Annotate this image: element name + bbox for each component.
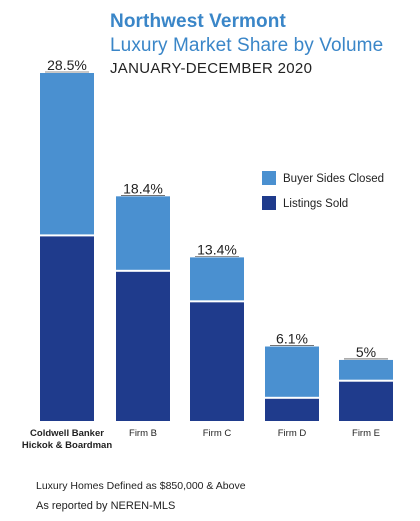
legend-label-1: Listings Sold <box>283 198 348 210</box>
bar-separator-2 <box>190 300 244 303</box>
chart-title-line2: Luxury Market Share by Volume <box>110 35 384 56</box>
bar-separator-0 <box>40 234 94 237</box>
legend-swatch-0 <box>262 171 276 185</box>
data-label-total-2: 13.4% <box>197 241 237 257</box>
x-tick-label-0-0: Coldwell Banker <box>30 428 104 439</box>
bar-listings-sold-1 <box>116 270 170 421</box>
title-block: Northwest Vermont Luxury Market Share by… <box>110 10 383 80</box>
bar-buyer-sides-0 <box>40 73 94 236</box>
chart-subtitle: JANUARY-DECEMBER 2020 <box>110 60 313 77</box>
data-label-total-4: 5% <box>356 344 376 360</box>
footnote-definition: Luxury Homes Defined as $850,000 & Above <box>36 480 246 492</box>
x-tick-label-2-0: Firm C <box>203 428 232 439</box>
data-label-total-1: 18.4% <box>123 180 163 196</box>
chart-title-line1: Northwest Vermont <box>110 11 286 32</box>
bar-listings-sold-2 <box>190 301 244 421</box>
bar-separator-1 <box>116 269 170 272</box>
bar-listings-sold-4 <box>339 380 393 421</box>
bar-buyer-sides-2 <box>190 257 244 302</box>
bar-separator-3 <box>265 396 319 399</box>
bar-separator-4 <box>339 379 393 382</box>
x-tick-label-0-1: Hickok & Boardman <box>22 440 112 451</box>
legend-swatch-1 <box>262 196 276 210</box>
data-label-total-3: 6.1% <box>276 331 308 347</box>
bar-listings-sold-3 <box>265 397 319 421</box>
x-tick-label-1-0: Firm B <box>129 428 157 439</box>
bar-buyer-sides-1 <box>116 196 170 271</box>
x-tick-label-4-0: Firm E <box>352 428 380 439</box>
bar-buyer-sides-4 <box>339 359 393 381</box>
x-tick-label-3-0: Firm D <box>278 428 307 439</box>
legend-label-0: Buyer Sides Closed <box>283 173 384 185</box>
bar-buyer-sides-3 <box>265 346 319 398</box>
footnote-source: As reported by NEREN-MLS <box>36 500 176 512</box>
data-label-total-0: 28.5% <box>47 57 87 73</box>
bar-listings-sold-0 <box>40 235 94 421</box>
